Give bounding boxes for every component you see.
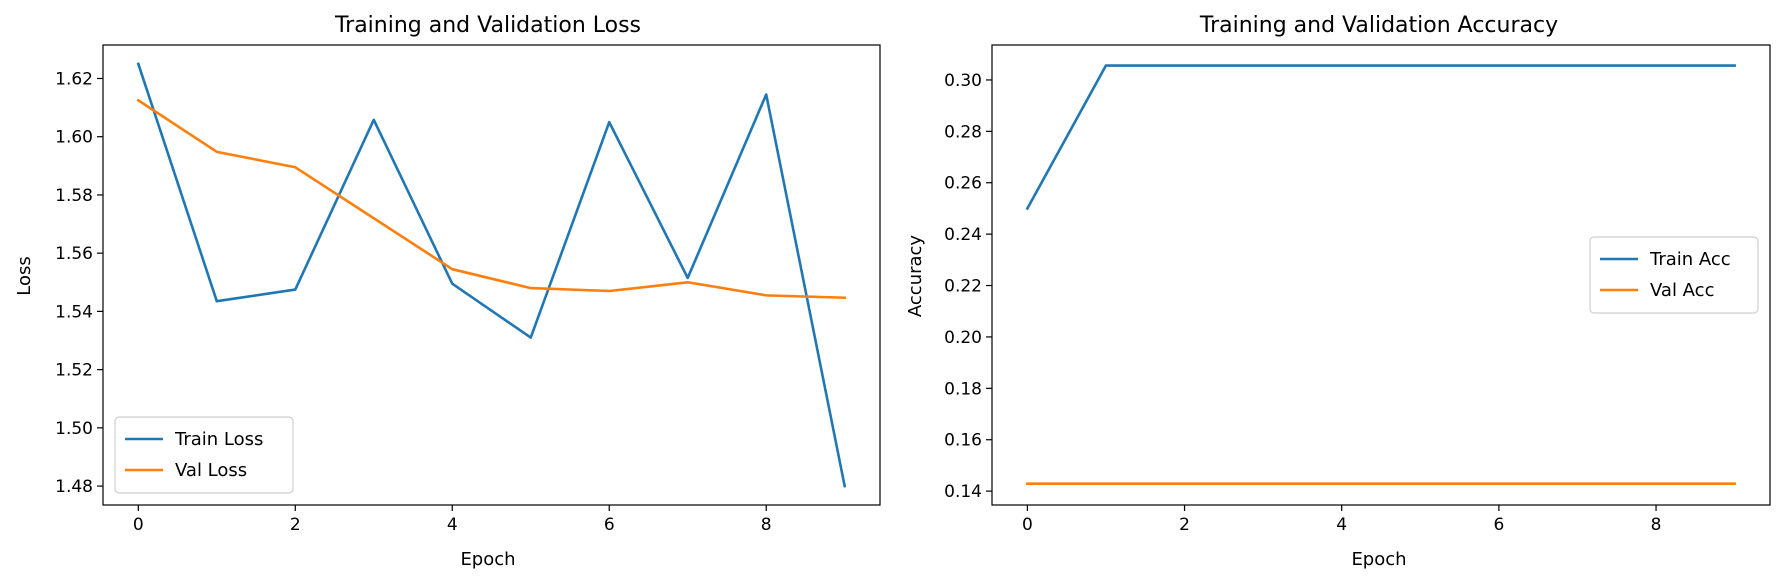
- y-tick-label: 1.58: [55, 186, 93, 206]
- x-tick-label: 2: [1179, 515, 1190, 535]
- x-tick-label: 6: [1493, 515, 1504, 535]
- plot-area: 0 2 4 6 8 0.14 0.16 0.18 0.20 0.22 0.24 0.26 0.28 0.3…: [944, 44, 1771, 535]
- y-tick-label: 1.56: [55, 244, 93, 264]
- y-axis-label: Loss: [14, 256, 35, 295]
- legend: Train Loss Val Loss: [114, 416, 294, 494]
- x-tick-label: 4: [1336, 515, 1347, 535]
- x-tick-label: 8: [1651, 515, 1662, 535]
- loss-chart: Training and Validation Loss Epoch Loss …: [14, 13, 881, 570]
- series-line-train-loss: [136, 62, 847, 488]
- y-tick-label: 0.28: [944, 122, 982, 142]
- x-tick-label: 8: [761, 515, 772, 535]
- x-tick-label: 6: [604, 515, 615, 535]
- y-axis-label: Accuracy: [905, 235, 926, 318]
- y-tick-label: 0.22: [944, 277, 982, 297]
- x-tick-label: 0: [1022, 515, 1033, 535]
- plot-area: 0 2 4 6 8 1.48 1.50 1.52 1.54 1.56 1.58 1.60 1.62 Tra…: [55, 44, 881, 535]
- x-axis-label: Epoch: [1351, 549, 1406, 570]
- y-tick-label: 0.24: [944, 225, 982, 245]
- x-tick-label: 4: [447, 515, 458, 535]
- y-tick-label: 1.60: [55, 128, 93, 148]
- legend-label: Val Loss: [175, 460, 247, 481]
- y-tick-label: 1.52: [55, 361, 93, 381]
- y-tick-label: 1.62: [55, 69, 93, 89]
- chart-title: Training and Validation Accuracy: [1199, 13, 1558, 38]
- y-tick-label: 0.20: [944, 328, 982, 348]
- y-tick-label: 0.14: [944, 482, 982, 502]
- legend-label: Train Acc: [1649, 249, 1731, 270]
- y-tick-label: 1.54: [55, 302, 93, 322]
- accuracy-chart: Training and Validation Accuracy Epoch A…: [905, 13, 1771, 570]
- y-tick-label: 0.26: [944, 174, 982, 194]
- y-tick-label: 0.30: [944, 71, 982, 91]
- chart-title: Training and Validation Loss: [334, 13, 641, 38]
- legend-box: [1589, 236, 1759, 314]
- x-tick-label: 0: [133, 515, 144, 535]
- y-tick-label: 0.16: [944, 431, 982, 451]
- y-tick-label: 1.50: [55, 419, 93, 439]
- axes-frame: [991, 44, 1771, 506]
- axes-frame: [102, 44, 881, 506]
- legend-label: Train Loss: [174, 429, 263, 450]
- y-tick-label: 0.18: [944, 379, 982, 399]
- legend-label: Val Acc: [1650, 280, 1714, 301]
- legend: Train Acc Val Acc: [1589, 236, 1759, 314]
- x-tick-label: 2: [290, 515, 301, 535]
- x-axis-label: Epoch: [460, 549, 515, 570]
- series-line-train-acc: [1025, 64, 1736, 211]
- series-line-val-loss: [136, 98, 847, 300]
- legend-box: [114, 416, 294, 494]
- y-tick-label: 1.48: [55, 477, 93, 497]
